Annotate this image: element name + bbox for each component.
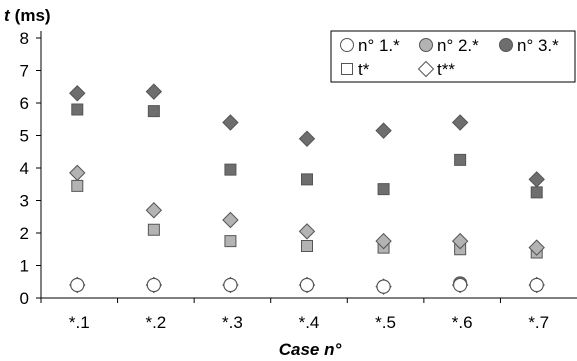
y-tick-label: 6 [20,94,29,113]
data-point-diamond [528,171,545,188]
legend-label: n° 1.* [358,36,400,55]
legend-label: n° 2.* [437,36,479,55]
data-point-diamond [145,202,163,219]
data-point-square [377,183,390,196]
legend-marker-circle [419,38,433,52]
data-point-circle [300,278,314,292]
data-point-circle [529,278,544,292]
legend-marker-circle [340,38,354,52]
x-tick-label: *.1 [69,313,90,332]
data-point-diamond [145,83,163,100]
data-point-circle [70,278,85,292]
x-tick-label: *.6 [452,313,473,332]
data-point-circle [146,278,161,292]
data-point-square [71,103,84,116]
legend-marker-circle [499,38,513,52]
legend-marker-square [341,63,353,75]
plot-area: 0 1 2 3 4 5 6 7 8 *.1 *.2 *.3 *.4 *.5 *.6 *.7 n° 1.* n° 2… [20,29,577,332]
data-point-square [454,153,467,166]
data-point-diamond [375,232,392,250]
legend-box [330,30,576,83]
y-axis-unit: (ms) [15,6,51,25]
data-point-square [224,235,237,248]
x-tick-label: *.7 [528,313,549,332]
legend-label: t** [437,60,455,79]
x-tick-label: *.4 [299,313,320,332]
data-point-square [301,173,313,186]
data-point-diamond [222,114,239,131]
data-point-diamond [69,85,86,102]
y-tick-label: 8 [20,29,29,48]
y-tick-label: 3 [20,192,29,211]
data-point-square [71,179,84,192]
y-tick-label: 1 [20,257,29,276]
y-axis-variable: t [4,6,11,25]
data-point-circle [223,278,238,292]
data-point-diamond [222,211,239,229]
data-point-diamond [298,130,316,147]
data-point-square [301,240,313,252]
data-point-diamond [298,223,316,240]
data-point-square [224,163,237,176]
y-tick-label: 2 [20,224,29,243]
data-point-diamond [528,239,545,256]
x-axis-title: Case n° [279,340,342,359]
x-tick-label: *.2 [145,313,166,332]
y-tick-label: 7 [20,62,29,81]
data-point-circle [453,278,468,292]
data-point-square [530,186,543,199]
data-point-square [147,223,160,236]
x-tick-label: *.3 [222,313,243,332]
y-tick-label: 0 [20,289,29,308]
data-point-circle [376,279,391,294]
legend-label: n° 3.* [517,36,559,55]
legend-marker-diamond [417,60,435,78]
data-point-square [147,105,160,118]
y-axis-title: t (ms) [4,6,51,25]
y-tick-label: 4 [20,159,29,178]
data-point-diamond [69,164,86,182]
x-tick-label: *.5 [375,313,396,332]
y-tick-label: 5 [20,127,29,146]
data-point-diamond [451,232,469,250]
data-point-diamond [451,114,469,131]
data-point-diamond [375,122,392,139]
legend-label: t* [358,60,370,79]
